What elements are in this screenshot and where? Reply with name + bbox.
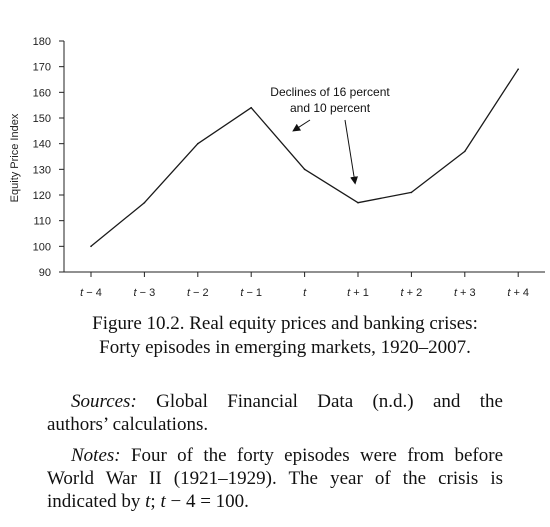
- y-axis: 90 100 110 120 130 140 150 160 170 180: [33, 36, 65, 279]
- equity-price-chart: 90 100 110 120 130 140 150 160 170 180 t − 4 t − 3…: [9, 36, 545, 299]
- x-tick-label: t − 2: [187, 287, 209, 299]
- notes-paragraph: Notes: Four of the forty episodes were f…: [47, 444, 503, 513]
- sources-paragraph: Sources: Global Financial Data (n.d.) an…: [47, 390, 503, 436]
- x-tick-label: t + 2: [401, 287, 423, 299]
- sources-label: Sources:: [71, 391, 137, 412]
- sources-text-2: authors’ calculations.: [47, 414, 209, 435]
- y-axis-label: Equity Price Index: [9, 113, 21, 202]
- notes-text-2: World War II (1921–1929). The year of th…: [47, 468, 503, 489]
- annotation-text: and 10 percent: [290, 101, 371, 115]
- sources-text-1: Global Financial Data (n.d.) and the: [136, 391, 503, 412]
- series-group: [90, 68, 519, 248]
- annotation: Declines of 16 percent and 10 percent: [270, 85, 390, 185]
- x-axis: t − 4 t − 3 t − 2 t − 1 t t + 1 t + 2 t + 3 t + …: [64, 271, 545, 299]
- data-point: [464, 150, 466, 153]
- x-tick-label: t + 3: [454, 287, 476, 299]
- annotation-arrow: [292, 119, 311, 132]
- data-point: [197, 142, 199, 145]
- y-tick-label: 120: [33, 190, 51, 202]
- x-tick-label: t − 3: [134, 287, 156, 299]
- data-point: [517, 68, 519, 71]
- y-tick-label: 160: [33, 87, 51, 99]
- annotation-arrow: [344, 119, 359, 185]
- data-point: [410, 191, 413, 194]
- figure-caption-line-1: Figure 10.2. Real equity prices and bank…: [92, 313, 478, 334]
- x-tick-label: t + 1: [347, 287, 369, 299]
- notes-text-3: indicated by t; t − 4 = 100.: [47, 491, 249, 512]
- data-point: [303, 168, 306, 171]
- notes-label: Notes:: [71, 445, 121, 466]
- figure-caption-line-2: Forty episodes in emerging markets, 1920…: [99, 337, 471, 358]
- y-tick-label: 110: [33, 216, 51, 228]
- y-tick-label: 100: [33, 241, 51, 253]
- data-point: [143, 201, 146, 204]
- data-point: [357, 201, 359, 204]
- x-tick-label: t + 4: [507, 287, 529, 299]
- data-point: [90, 245, 92, 248]
- x-tick-label: t − 4: [80, 287, 102, 299]
- y-tick-label: 150: [33, 113, 51, 125]
- y-tick-label: 90: [39, 267, 51, 279]
- annotation-text: Declines of 16 percent: [270, 85, 390, 99]
- x-tick-label: t − 1: [240, 287, 262, 299]
- y-tick-label: 140: [33, 139, 51, 151]
- y-tick-label: 130: [33, 164, 51, 176]
- y-tick-label: 170: [33, 62, 51, 74]
- data-point: [250, 106, 252, 109]
- notes-text-1: Four of the forty episodes were from bef…: [120, 445, 503, 466]
- x-tick-label: t: [303, 287, 307, 299]
- y-tick-label: 180: [33, 36, 51, 48]
